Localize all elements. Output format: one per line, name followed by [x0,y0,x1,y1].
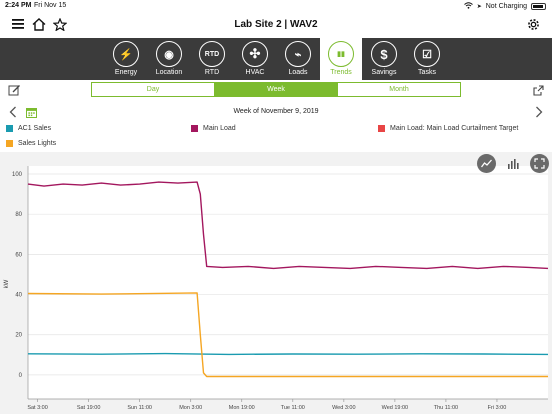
chart-series [27,181,549,378]
x-tick-label: Mon 19:00 [229,405,255,411]
tasks-checklist-icon: ☑ [414,41,440,67]
x-tick-label: Fri 3:00 [488,405,507,411]
y-axis-label: kW [4,279,10,288]
chart-axes: 0 20 40 60 80 100 Sat 3:00 Sat 19:00 Sun 11:00 Mo… [12,166,548,411]
legend-label: Main Load: Main Load Curtailment Target [390,125,519,132]
legend-swatch [6,125,13,132]
wifi-icon [463,2,473,11]
line-chart-icon[interactable] [477,154,496,173]
range-month[interactable]: Month [337,83,460,96]
x-tick-label: Sat 3:00 [27,405,48,411]
trend-chart: 0 20 40 60 80 100 Sat 3:00 Sat 19:00 Sun 11:00 Mo… [4,166,549,411]
status-date: Fri Nov 15 [34,2,67,9]
range-week[interactable]: Week [214,83,337,96]
status-right: ➤ Not Charging [463,2,546,11]
legend-item-curtailment-target[interactable]: Main Load: Main Load Curtailment Target [378,125,518,132]
nav-trends[interactable]: ▮▮ Trends [320,38,362,80]
rtd-icon: RTD [199,41,225,67]
loads-plug-icon: ⌁ [285,41,311,67]
chart-grid [28,166,548,399]
legend-label: Sales Lights [18,140,57,147]
chevron-left-icon[interactable] [5,104,21,120]
y-tick-label: 0 [19,373,23,379]
x-tick-label: Tue 11:00 [281,405,305,411]
gear-icon[interactable] [525,16,541,32]
nav-hvac[interactable]: ✣ HVAC [234,38,276,80]
plot-background [28,166,548,399]
legend-label: Main Load [203,125,236,132]
export-icon[interactable] [530,82,546,98]
x-tick-label: Sun 11:00 [127,405,152,411]
y-tick-label: 100 [12,172,23,178]
y-tick-label: 60 [15,252,22,258]
y-tick-label: 40 [15,293,22,299]
chart-legend: AC1 Sales Main Load Main Load: Main Load… [0,122,552,152]
y-tick-label: 80 [15,212,22,218]
nav-savings[interactable]: $ Savings [363,38,405,80]
y-tick-label: 20 [15,333,22,339]
nav-label-location: Location [155,69,183,76]
x-tick-label: Wed 3:00 [332,405,355,411]
nav-loads[interactable]: ⌁ Loads [277,38,319,80]
nav-label-rtd: RTD [204,69,220,76]
nav-bar: ⚡ Energy ◉ Location RTD RTD ✣ HVAC ⌁ Loa… [0,38,552,80]
calendar-icon[interactable] [23,104,39,120]
nav-label-trends: Trends [330,69,352,76]
series-line-main-load [27,181,549,270]
header-bar: Lab Site 2 | WAV2 [0,12,552,38]
trends-bar-icon: ▮▮ [328,41,354,67]
battery-icon [531,3,546,10]
nav-label-energy: Energy [114,69,138,76]
week-navigator: Week of November 9, 2019 [0,104,552,120]
menu-icon[interactable] [10,16,26,32]
page-title: Lab Site 2 | WAV2 [234,19,318,30]
nav-label-savings: Savings [371,69,397,76]
series-line-sales-lights [27,292,548,378]
bar-chart-icon[interactable] [504,154,523,173]
legend-label: AC1 Sales [18,125,52,132]
x-tick-label: Sat 19:00 [77,405,101,411]
savings-dollar-icon: $ [371,41,397,67]
chart-area: 0 20 40 60 80 100 Sat 3:00 Sat 19:00 Sun 11:00 Mo… [0,152,552,414]
range-toolbar: Day Week Month [0,80,552,100]
nav-location[interactable]: ◉ Location [148,38,190,80]
range-day[interactable]: Day [146,86,160,93]
energy-icon: ⚡ [113,41,139,67]
x-tick-label: Mon 3:00 [179,405,202,411]
status-time: 2:24 PM [5,2,32,9]
nav-label-tasks: Tasks [418,69,436,76]
nav-label-hvac: HVAC [245,69,265,76]
star-icon[interactable] [52,16,68,32]
chevron-right-icon[interactable] [531,104,547,120]
legend-swatch [6,140,13,147]
week-label: Week of November 9, 2019 [233,108,319,115]
nav-tasks[interactable]: ☑ Tasks [406,38,448,80]
legend-swatch [191,125,198,132]
x-tick-label: Thu 11:00 [434,405,458,411]
nav-rtd[interactable]: RTD RTD [191,38,233,80]
charging-status: Not Charging [485,3,527,10]
edit-icon[interactable] [6,82,22,98]
location-icon: ◉ [156,41,182,67]
location-arrow-icon: ➤ [476,4,482,10]
status-bar: 2:24 PM Fri Nov 15 ➤ Not Charging [0,0,552,12]
legend-item-main-load[interactable]: Main Load [191,125,236,132]
expand-icon[interactable] [530,154,549,173]
hvac-fan-icon: ✣ [242,41,268,67]
legend-swatch [378,125,385,132]
range-selector: Day Week Month [91,82,461,97]
series-line-ac1-sales [27,352,549,356]
home-icon[interactable] [31,16,47,32]
nav-label-loads: Loads [288,69,308,76]
legend-item-ac1-sales[interactable]: AC1 Sales [6,125,51,132]
nav-energy[interactable]: ⚡ Energy [105,38,147,80]
x-tick-label: Wed 19:00 [382,405,409,411]
legend-item-sales-lights[interactable]: Sales Lights [6,140,56,147]
